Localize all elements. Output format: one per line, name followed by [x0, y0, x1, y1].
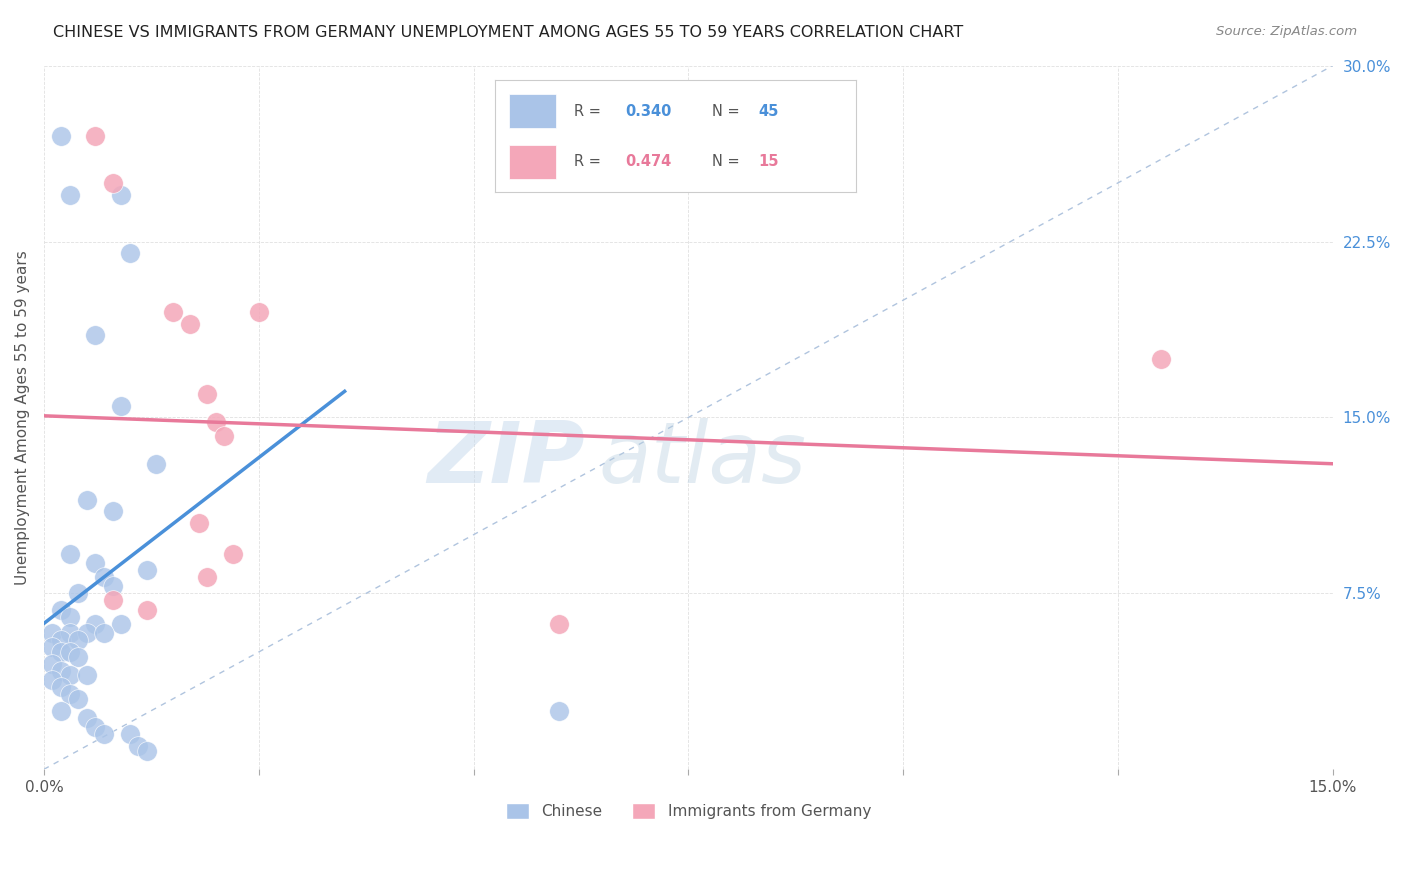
- Point: [136, 603, 159, 617]
- Point: [49, 603, 72, 617]
- Point: [76, 492, 98, 507]
- Point: [195, 570, 218, 584]
- Point: [84, 616, 107, 631]
- Point: [49, 704, 72, 718]
- Point: [49, 664, 72, 678]
- Point: [49, 645, 72, 659]
- Text: atlas: atlas: [598, 418, 806, 501]
- Point: [179, 317, 201, 331]
- Point: [59, 687, 82, 701]
- Point: [110, 399, 132, 413]
- Point: [204, 415, 226, 429]
- Point: [59, 626, 82, 640]
- Point: [67, 586, 90, 600]
- Legend: Chinese, Immigrants from Germany: Chinese, Immigrants from Germany: [499, 797, 877, 825]
- Point: [118, 246, 141, 260]
- Point: [93, 626, 115, 640]
- Point: [247, 305, 270, 319]
- Point: [187, 516, 209, 530]
- Point: [41, 640, 63, 655]
- Point: [101, 593, 124, 607]
- Point: [101, 504, 124, 518]
- Point: [41, 626, 63, 640]
- Point: [41, 673, 63, 688]
- Point: [67, 692, 90, 706]
- Y-axis label: Unemployment Among Ages 55 to 59 years: Unemployment Among Ages 55 to 59 years: [15, 250, 30, 585]
- Point: [136, 563, 159, 577]
- Point: [127, 739, 149, 753]
- Point: [49, 680, 72, 694]
- Text: CHINESE VS IMMIGRANTS FROM GERMANY UNEMPLOYMENT AMONG AGES 55 TO 59 YEARS CORREL: CHINESE VS IMMIGRANTS FROM GERMANY UNEMP…: [53, 25, 963, 40]
- Point: [145, 458, 167, 472]
- Point: [84, 720, 107, 734]
- Point: [110, 616, 132, 631]
- Point: [118, 727, 141, 741]
- Point: [195, 387, 218, 401]
- Point: [49, 633, 72, 648]
- Point: [84, 328, 107, 343]
- Point: [136, 743, 159, 757]
- Point: [101, 176, 124, 190]
- Point: [548, 616, 571, 631]
- Point: [84, 128, 107, 143]
- Point: [59, 610, 82, 624]
- Point: [101, 579, 124, 593]
- Point: [76, 711, 98, 725]
- Point: [76, 626, 98, 640]
- Point: [67, 633, 90, 648]
- Point: [222, 547, 245, 561]
- Point: [93, 570, 115, 584]
- Point: [59, 668, 82, 682]
- Point: [1150, 351, 1173, 366]
- Text: Source: ZipAtlas.com: Source: ZipAtlas.com: [1216, 25, 1357, 38]
- Point: [67, 649, 90, 664]
- Point: [76, 668, 98, 682]
- Point: [49, 128, 72, 143]
- Point: [548, 704, 571, 718]
- Point: [59, 645, 82, 659]
- Point: [84, 556, 107, 570]
- Point: [93, 727, 115, 741]
- Text: ZIP: ZIP: [427, 418, 585, 501]
- Point: [59, 547, 82, 561]
- Point: [41, 657, 63, 671]
- Point: [59, 187, 82, 202]
- Point: [214, 429, 236, 443]
- Point: [162, 305, 184, 319]
- Point: [110, 187, 132, 202]
